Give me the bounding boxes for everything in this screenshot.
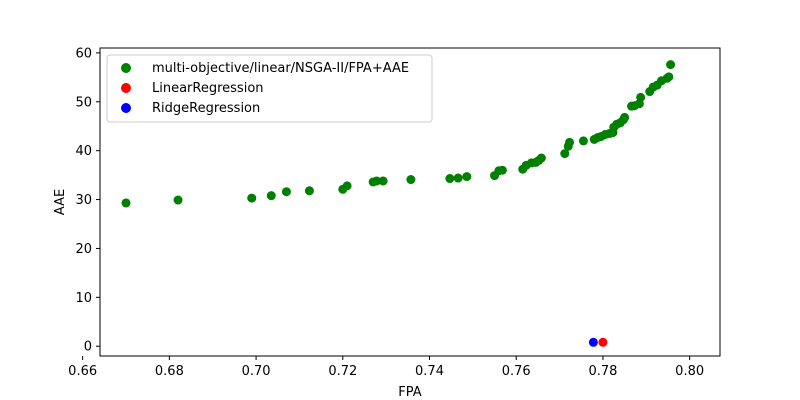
legend-label-ridge: RidgeRegression (152, 101, 260, 116)
legend-marker-ridge (121, 103, 131, 113)
data-point-series-0-5 (304, 186, 314, 196)
y-tick-label: 20 (75, 242, 92, 257)
y-axis: 0 10 20 30 40 50 60 (75, 46, 100, 355)
legend: multi-objective/linear/NSGA-II/FPA+AAE L… (106, 54, 433, 123)
data-point-series-0-24 (560, 149, 570, 159)
data-point-series-2-0 (588, 337, 598, 347)
data-point-series-0-11 (406, 175, 416, 185)
data-point-series-0-12 (445, 174, 455, 184)
x-tick-label: 0.76 (502, 364, 531, 379)
y-tick-label: 50 (75, 95, 92, 110)
x-tick-label: 0.80 (675, 364, 704, 379)
data-point-series-0-27 (578, 136, 588, 146)
data-point-series-0-3 (266, 191, 276, 201)
legend-marker-nsga (121, 63, 131, 73)
data-point-series-0-10 (378, 176, 388, 186)
y-axis-label: AAE (53, 189, 68, 215)
data-point-series-0-2 (247, 193, 257, 203)
x-tick-label: 0.70 (242, 364, 271, 379)
y-tick-label: 40 (75, 144, 92, 159)
data-point-series-0-38 (620, 112, 630, 122)
data-point-series-0-1 (173, 195, 183, 205)
y-tick-label: 10 (75, 291, 92, 306)
points-layer (121, 60, 676, 347)
x-axis: 0.66 0.68 0.70 0.72 0.74 0.76 0.78 0.80 (68, 356, 704, 379)
y-tick-label: 0 (84, 340, 92, 355)
data-point-series-0-48 (664, 72, 674, 82)
data-point-series-0-4 (281, 187, 291, 197)
data-point-series-0-26 (565, 137, 575, 147)
data-point-series-1-0 (598, 337, 608, 347)
legend-marker-linear (121, 83, 131, 93)
x-tick-label: 0.68 (155, 364, 184, 379)
y-tick-label: 60 (75, 46, 92, 61)
data-point-series-0-23 (536, 153, 546, 163)
plot-area-frame (99, 47, 721, 357)
data-point-series-0-13 (453, 173, 463, 183)
data-point-series-0-17 (497, 165, 507, 175)
y-tick-label: 30 (75, 193, 92, 208)
x-tick-label: 0.66 (68, 364, 97, 379)
data-point-series-0-7 (342, 181, 352, 191)
x-axis-label: FPA (398, 385, 421, 400)
data-point-series-0-14 (462, 172, 472, 182)
legend-label-linear: LinearRegression (152, 81, 264, 96)
data-point-series-0-0 (121, 198, 131, 208)
x-tick-label: 0.78 (588, 364, 617, 379)
x-tick-label: 0.72 (328, 364, 357, 379)
x-tick-label: 0.74 (415, 364, 444, 379)
legend-label-nsga: multi-objective/linear/NSGA-II/FPA+AAE (152, 61, 409, 76)
data-point-series-0-42 (636, 92, 646, 102)
legend-box (106, 54, 433, 123)
data-point-series-0-49 (666, 60, 676, 70)
data-point-series-0-9 (372, 176, 382, 186)
